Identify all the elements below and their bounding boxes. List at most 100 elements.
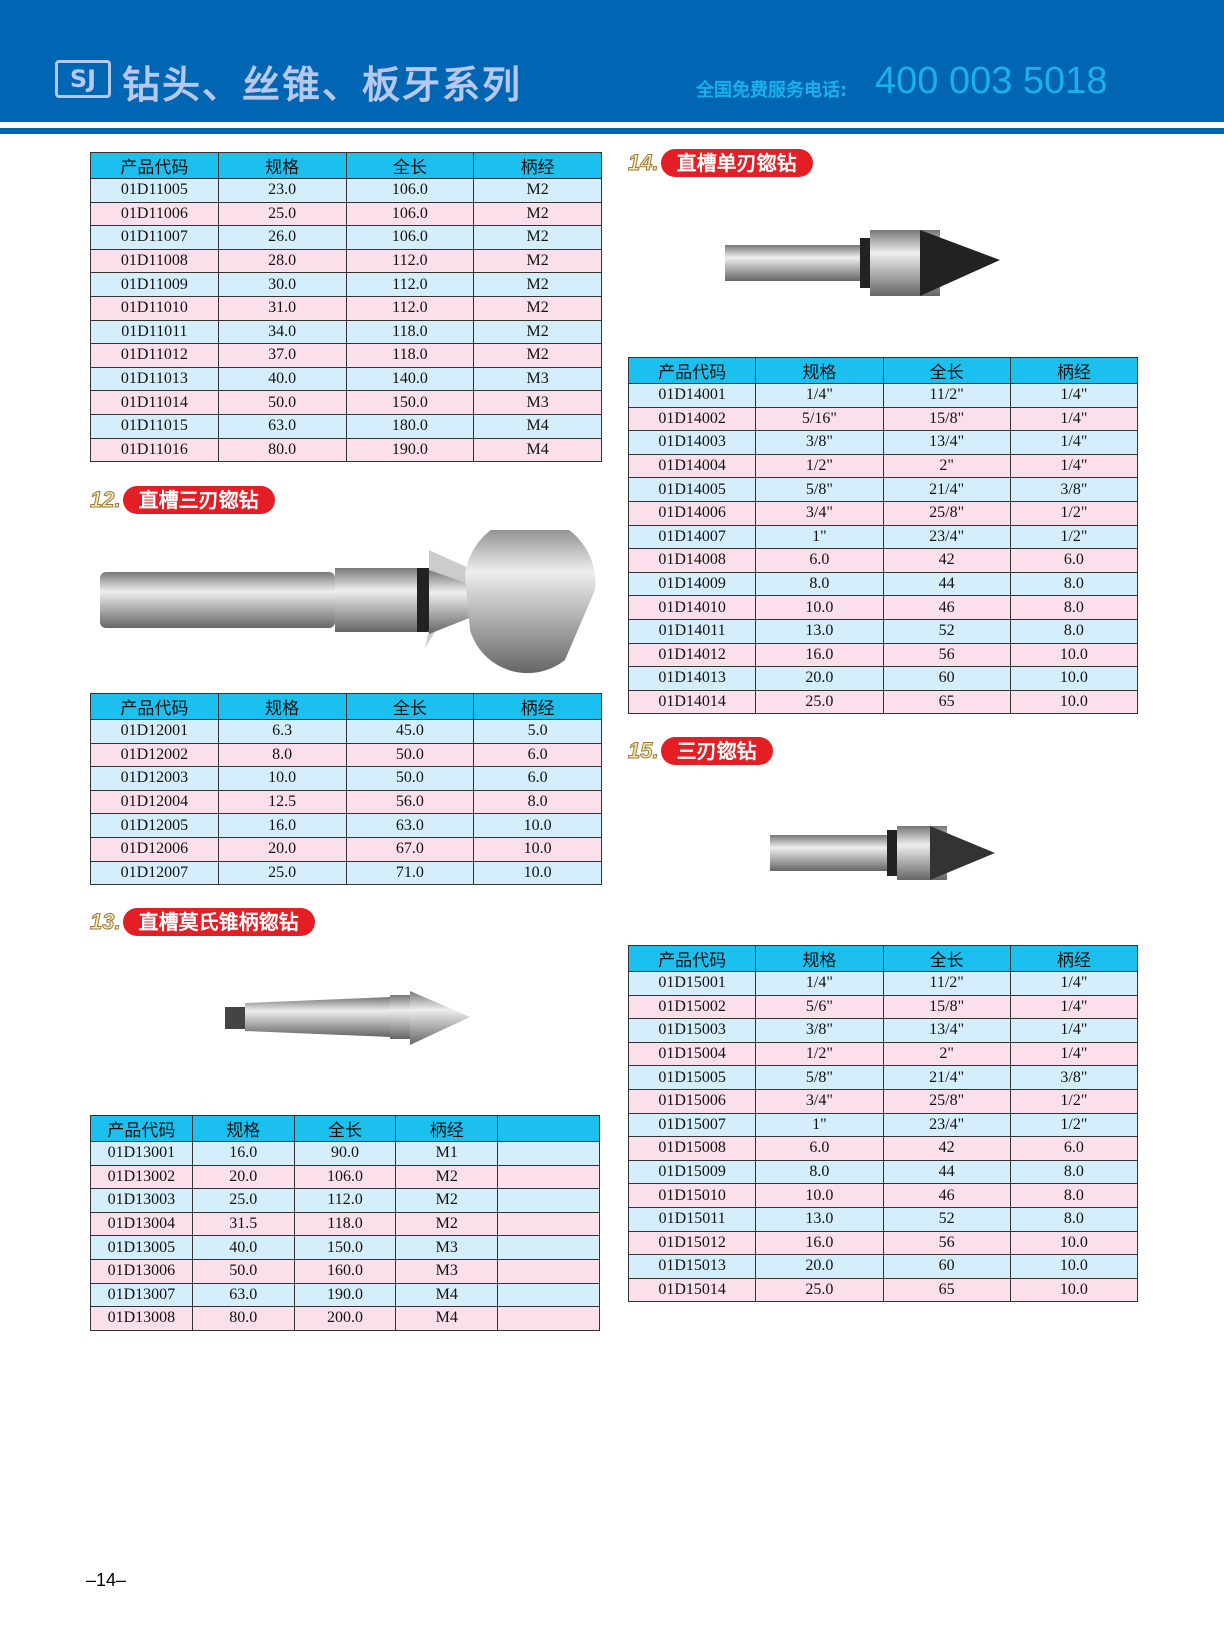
table-cell: 15/8" (882, 994, 1011, 1020)
table-cell: 150.0 (345, 390, 475, 415)
table-cell: 52 (882, 1206, 1011, 1232)
table-cell: 1/4" (1009, 1041, 1139, 1067)
table-cell: M2 (473, 201, 602, 227)
table-cell: 6.0 (473, 766, 602, 791)
table-cell: 1/2" (1009, 1112, 1139, 1138)
table-cell: 01D15009 (627, 1159, 757, 1185)
table-cell (497, 1188, 600, 1213)
table-row: 01D12007 25.0 71.0 10.0 (90, 860, 602, 886)
table-cell: 31.5 (191, 1211, 295, 1237)
table-cell: 1/4" (1009, 406, 1139, 432)
table-cell: 42 (882, 1136, 1011, 1161)
table-cell: 01D12002 (90, 742, 219, 768)
table-cell: 01D14001 (627, 383, 757, 408)
table-row: 01D13002 20.0 106.0 M2 (90, 1164, 600, 1190)
table-cell: 20.0 (191, 1164, 295, 1190)
column-header (497, 1115, 600, 1142)
table-row: 01D11013 40.0 140.0 M3 (90, 366, 602, 392)
section-title: 直槽莫氏锥柄锪钻 (122, 908, 315, 936)
table-cell: 01D11007 (90, 225, 219, 250)
table-cell: M4 (473, 437, 602, 463)
table-cell: 56.0 (345, 789, 475, 815)
section-title: 直槽三刃锪钻 (122, 486, 275, 514)
column-header: 全长 (345, 693, 475, 720)
column-header: 产品代码 (90, 693, 219, 720)
table-row: 01D14003 3/8" 13/4" 1/4" (627, 430, 1139, 455)
table-cell: 01D14011 (627, 618, 757, 644)
table-cell: 01D13002 (90, 1164, 193, 1190)
table-row: 01D13001 16.0 90.0 M1 (90, 1141, 600, 1166)
table-row: 01D11015 63.0 180.0 M4 (90, 413, 602, 439)
table-cell: 01D12007 (90, 860, 219, 886)
table-cell (497, 1141, 600, 1166)
column-header: 产品代码 (627, 357, 757, 384)
table-cell: 71.0 (345, 860, 475, 886)
table-cell: 01D14006 (627, 500, 757, 526)
table-cell: 150.0 (293, 1235, 397, 1260)
table-cell: 16.0 (755, 1230, 884, 1256)
table-cell: 200.0 (293, 1306, 397, 1331)
single-flute-countersink-image (725, 230, 1000, 296)
table-cell: 6.0 (473, 742, 602, 768)
table-cell: 13/4" (882, 430, 1011, 455)
table-cell: 25.0 (191, 1188, 295, 1213)
three-flute-countersink-image (100, 530, 596, 674)
table-row: 01D12005 16.0 63.0 10.0 (90, 813, 602, 838)
table-cell: 15/8" (882, 406, 1011, 432)
table-row: 01D11008 28.0 112.0 M2 (90, 248, 602, 274)
table-row: 01D15013 20.0 60 10.0 (627, 1254, 1139, 1279)
table-cell: 37.0 (217, 343, 347, 368)
table-row: 01D13005 40.0 150.0 M3 (90, 1235, 600, 1260)
page-number: –14– (86, 1570, 127, 1590)
column-header: 柄经 (1009, 357, 1139, 384)
table-cell: M3 (395, 1235, 499, 1260)
table-cell: 50.0 (191, 1258, 295, 1284)
column-header: 全长 (293, 1115, 397, 1142)
table-cell: 1/2" (755, 1041, 884, 1067)
table-row: 01D11014 50.0 150.0 M3 (90, 390, 602, 415)
table-row: 01D15014 25.0 65 10.0 (627, 1277, 1139, 1303)
column-header: 产品代码 (90, 1115, 193, 1142)
table-cell: 01D11014 (90, 390, 219, 415)
table-cell: 01D14004 (627, 453, 757, 479)
table-cell: 3/8" (1009, 477, 1139, 502)
column-header: 柄经 (473, 152, 602, 179)
table-cell: 8.0 (1009, 1183, 1139, 1208)
table-cell: 34.0 (217, 319, 347, 345)
table-row: 01D14009 8.0 44 8.0 (627, 571, 1139, 597)
table-cell: 106.0 (345, 201, 475, 227)
table-cell: 01D11015 (90, 413, 219, 439)
table-cell: M3 (473, 390, 602, 415)
header-row: 产品代码 规格 全长 柄经 (627, 357, 1139, 384)
table-cell: 8.0 (1009, 595, 1139, 620)
table-cell: 8.0 (217, 742, 347, 768)
table-cell: 6.0 (1009, 1136, 1139, 1161)
table-cell: 01D12003 (90, 766, 219, 791)
table-15: 产品代码 规格 全长 柄经 01D15001 1/4" 11/2" 1/4" 01D15002 5… (627, 945, 1139, 1303)
table-cell: 5.0 (473, 719, 602, 744)
table-cell: 6.3 (217, 719, 347, 744)
table-cell: M2 (473, 319, 602, 345)
column-header: 规格 (755, 945, 884, 972)
table-cell: 25.0 (755, 1277, 884, 1303)
table-cell (497, 1235, 600, 1260)
table-cell: 1/4" (1009, 994, 1139, 1020)
header-row: 产品代码 规格 全长 柄经 (90, 152, 602, 179)
section-title: 三刃锪钻 (660, 737, 773, 765)
table-cell: 01D14003 (627, 430, 757, 455)
table-row: 01D11005 23.0 106.0 M2 (90, 178, 602, 203)
table-cell: 44 (882, 571, 1011, 597)
table-cell: 01D11009 (90, 272, 219, 297)
table-cell: 01D13008 (90, 1306, 193, 1331)
table-cell: 01D14005 (627, 477, 757, 502)
table-cell: 60 (882, 666, 1011, 691)
column-header: 产品代码 (627, 945, 757, 972)
table-row: 01D13004 31.5 118.0 M2 (90, 1211, 600, 1237)
table-row: 01D15006 3/4" 25/8" 1/2" (627, 1088, 1139, 1114)
table-cell (497, 1211, 600, 1237)
table-row: 01D15008 6.0 42 6.0 (627, 1136, 1139, 1161)
table-cell: 63.0 (345, 813, 475, 838)
table-row: 01D14012 16.0 56 10.0 (627, 642, 1139, 668)
table-cell: 01D11013 (90, 366, 219, 392)
table-cell: 01D14008 (627, 548, 757, 573)
